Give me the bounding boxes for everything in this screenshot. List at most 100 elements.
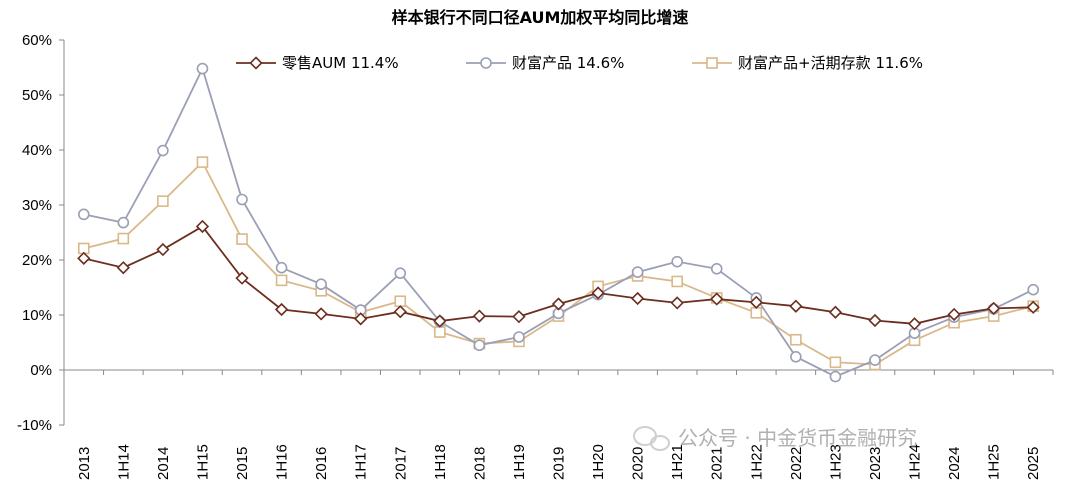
data-point — [750, 306, 763, 319]
y-tick-label: 20% — [22, 252, 52, 269]
legend-label: 财富产品 14.6% — [512, 54, 624, 72]
data-point — [275, 261, 288, 274]
data-point — [354, 312, 368, 326]
x-tick-label: 1H18 — [432, 444, 449, 480]
data-point — [314, 307, 328, 321]
data-point — [196, 156, 209, 168]
y-tick-label: 50% — [22, 87, 52, 104]
data-point — [236, 233, 248, 245]
x-tick-label: 1H21 — [669, 444, 686, 480]
data-point — [77, 208, 90, 221]
x-tick-label: 1H14 — [115, 444, 132, 480]
data-point — [828, 305, 843, 319]
y-tick-label: 10% — [22, 307, 52, 324]
data-point — [907, 317, 922, 331]
data-point — [196, 62, 209, 75]
legend-marker — [706, 57, 718, 69]
legend-item-wealth-products: 财富产品 14.6% — [466, 54, 624, 72]
data-point — [789, 299, 803, 313]
legend-label: 财富产品+活期存款 11.6% — [738, 54, 923, 72]
data-point — [473, 339, 486, 352]
data-point — [829, 370, 842, 383]
series-wealth-products — [77, 62, 1040, 383]
x-tick-label: 2024 — [946, 447, 963, 480]
x-tick-label: 1H16 — [274, 444, 291, 480]
data-point — [393, 305, 407, 319]
data-point — [512, 310, 526, 324]
data-point — [630, 291, 645, 306]
data-point — [195, 219, 210, 234]
data-point — [472, 309, 487, 323]
data-point — [235, 271, 249, 285]
x-tick-label: 2025 — [1025, 447, 1042, 480]
x-tick-label: 1H24 — [907, 444, 924, 480]
wechat-bubble-large — [633, 426, 657, 446]
legend: 零售AUM 11.4% 财富产品 14.6% 财富产品+活期存款 11.6% — [236, 54, 923, 72]
y-tick-label: 30% — [22, 197, 52, 214]
data-point — [670, 296, 684, 310]
legend-marker — [480, 57, 492, 69]
data-point — [790, 350, 802, 363]
data-point — [77, 251, 91, 265]
data-point — [157, 195, 169, 207]
series-line-wealth-products — [83, 66, 1034, 378]
watermark: 公众号 · 中金货币金融研究 — [633, 426, 917, 451]
data-point — [117, 216, 130, 229]
x-tick-label: 1H23 — [827, 444, 844, 480]
data-point — [434, 326, 446, 338]
data-point — [117, 232, 130, 245]
data-point — [156, 242, 170, 257]
x-tick-label: 2023 — [867, 447, 884, 480]
data-point — [790, 333, 802, 346]
x-tick-label: 2015 — [234, 447, 251, 480]
data-point — [551, 297, 566, 311]
axes — [59, 39, 1054, 426]
data-point — [947, 307, 961, 322]
series-group — [77, 62, 1040, 383]
data-point — [749, 295, 763, 309]
x-axis-tick-labels: 2013 1H14 2014 1H15 2015 1H16 2016 1H17 2017 1H18… — [76, 444, 1042, 480]
x-tick-label: 2014 — [155, 447, 172, 480]
data-point — [829, 356, 842, 369]
data-point — [987, 301, 1001, 316]
y-tick-label: 0% — [30, 362, 52, 379]
series-retail-aum — [77, 219, 1040, 331]
data-point — [1026, 300, 1040, 314]
x-tick-label: 1H25 — [986, 444, 1003, 480]
x-tick-label: 2019 — [551, 447, 568, 480]
series-line-wealth-plus-deposits — [83, 160, 1034, 366]
data-point — [513, 331, 525, 343]
watermark-text: 公众号 · 中金货币金融研究 — [678, 426, 917, 450]
data-point — [157, 144, 169, 157]
data-point — [394, 267, 407, 280]
data-point — [591, 286, 605, 300]
data-point — [671, 255, 683, 268]
data-point — [394, 295, 407, 308]
y-tick-label: -10% — [17, 417, 52, 434]
data-point — [869, 354, 881, 366]
data-point — [710, 262, 723, 275]
wechat-bubble-small — [650, 435, 670, 451]
data-point — [868, 313, 882, 328]
chart-title: 样本银行不同口径AUM加权平均同比增速 — [391, 8, 689, 27]
wechat-icon — [633, 426, 670, 451]
x-tick-label: 2022 — [788, 447, 805, 480]
x-tick-label: 2018 — [471, 447, 488, 480]
data-point — [274, 302, 289, 317]
data-point — [631, 266, 644, 278]
data-point — [315, 278, 327, 291]
legend-item-retail-aum: 零售AUM 11.4% — [236, 54, 399, 72]
data-point — [671, 275, 683, 288]
series-wealth-plus-deposits — [77, 156, 1040, 371]
legend-marker — [249, 56, 263, 70]
x-tick-label: 2021 — [709, 447, 726, 480]
x-tick-label: 2013 — [76, 447, 93, 480]
data-point — [116, 261, 130, 275]
x-tick-label: 2016 — [313, 447, 330, 480]
x-tick-label: 1H17 — [353, 444, 370, 480]
data-point — [433, 314, 447, 328]
x-tick-label: 1H19 — [511, 444, 528, 480]
data-point — [710, 292, 724, 306]
x-tick-label: 1H20 — [590, 444, 607, 480]
